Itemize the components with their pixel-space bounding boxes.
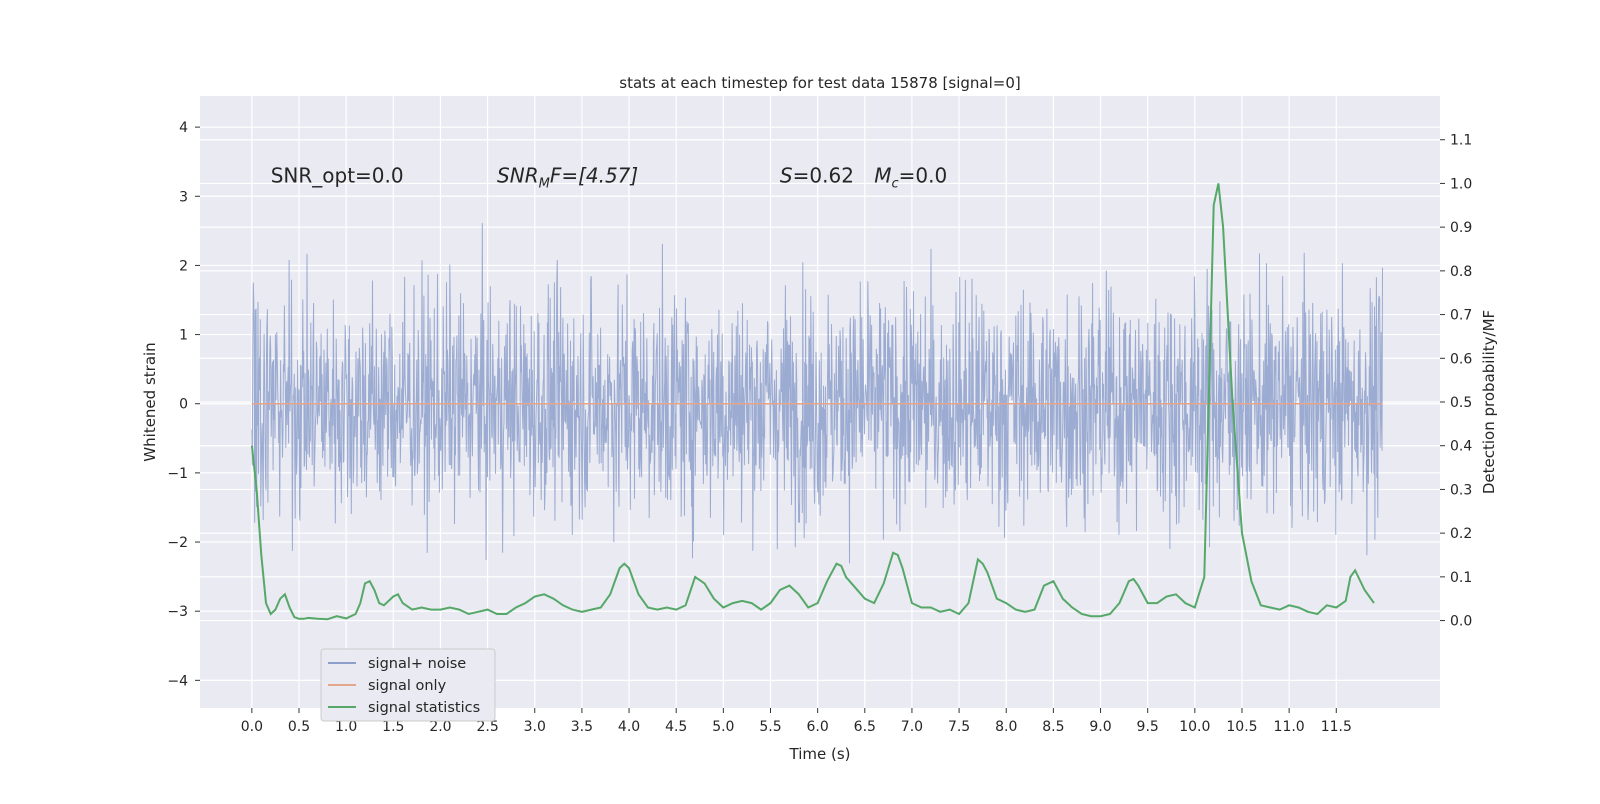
- x-tick-label: 7.5: [948, 719, 970, 735]
- legend-frame: [320, 648, 496, 722]
- left-y-axis-label: Whitened strain: [141, 342, 159, 461]
- right-y-tick-label: 0.6: [1450, 351, 1472, 367]
- right-y-tick-label: 0.4: [1450, 439, 1472, 455]
- x-tick-label: 0.0: [241, 719, 263, 735]
- x-tick-label: 6.0: [807, 719, 829, 735]
- x-tick-label: 7.0: [901, 719, 923, 735]
- legend: signal+ noise signal only signal statistic…: [320, 648, 496, 722]
- left-y-tick-label: −2: [167, 535, 188, 551]
- legend-label: signal only: [368, 678, 447, 694]
- right-y-tick-label: 1.1: [1450, 133, 1472, 149]
- right-y-tick-label: 0.0: [1450, 614, 1472, 630]
- right-y-tick-label: 0.2: [1450, 526, 1472, 542]
- x-tick-label: 10.0: [1179, 719, 1210, 735]
- left-y-tick-label: 3: [179, 189, 188, 205]
- x-tick-label: 11.0: [1274, 719, 1305, 735]
- left-y-tick-label: 0: [179, 397, 188, 413]
- x-tick-label: 0.5: [288, 719, 310, 735]
- x-axis-label: Time (s): [789, 745, 851, 763]
- annotation-text: S=0.62: [780, 163, 854, 187]
- left-y-tick-label: 2: [179, 258, 188, 274]
- left-y-tick-label: −1: [167, 466, 188, 482]
- x-tick-label: 1.5: [382, 719, 404, 735]
- annotations: SNR_opt=0.0 SNRMF=[4.57] S=0.62 Mc=0.0: [271, 163, 947, 191]
- x-tick-label: 2.0: [429, 719, 451, 735]
- x-tick-label: 2.5: [476, 719, 498, 735]
- right-y-tick-label: 0.1: [1450, 570, 1472, 586]
- annotation-text: SNRMF=[4.57]: [497, 163, 638, 191]
- legend-label: signal+ noise: [368, 656, 466, 672]
- noise-series: [251, 222, 1383, 564]
- x-tick-label: 3.0: [524, 719, 546, 735]
- left-y-tick-label: −4: [167, 673, 188, 689]
- right-y-axis-label: Detection probability/MF: [1480, 310, 1498, 494]
- x-tick-label: 1.0: [335, 719, 357, 735]
- left-y-tick-label: 1: [179, 328, 188, 344]
- x-tick-label: 9.5: [1137, 719, 1159, 735]
- x-tick-label: 5.0: [712, 719, 734, 735]
- left-y-tick-label: 4: [179, 120, 188, 136]
- x-tick-label: 4.0: [618, 719, 640, 735]
- x-tick-label: 5.5: [759, 719, 781, 735]
- right-y-tick-label: 0.5: [1450, 395, 1472, 411]
- x-tick-label: 10.5: [1226, 719, 1257, 735]
- right-y-tick-label: 1.0: [1450, 176, 1472, 192]
- x-tick-label: 8.0: [995, 719, 1017, 735]
- right-y-tick-label: 0.8: [1450, 264, 1472, 280]
- x-tick-label: 6.5: [854, 719, 876, 735]
- signal-plus-noise-line: [251, 222, 1383, 564]
- annotation-text: Mc=0.0: [874, 163, 947, 191]
- annotation-text: SNR_opt=0.0: [271, 163, 404, 187]
- left-y-axis-ticks: 4 3 2 1 0 −1 −2 −3 −4: [167, 120, 200, 689]
- signal-statistics-line: [250, 183, 1375, 621]
- x-tick-label: 8.5: [1042, 719, 1064, 735]
- right-y-tick-label: 0.7: [1450, 308, 1472, 324]
- chart-title: stats at each timestep for test data 158…: [619, 74, 1020, 92]
- right-y-axis-ticks: 1.1 1.0 0.9 0.8 0.7 0.6 0.5 0.4 0.3 0.2 0.1 0.0: [1440, 133, 1472, 630]
- right-y-tick-label: 0.9: [1450, 220, 1472, 236]
- x-tick-label: 9.0: [1089, 719, 1111, 735]
- x-tick-label: 11.5: [1321, 719, 1352, 735]
- signal-statistics-series: [250, 183, 1375, 621]
- x-tick-label: 3.5: [571, 719, 593, 735]
- right-y-tick-label: 0.3: [1450, 482, 1472, 498]
- legend-label: signal statistics: [368, 700, 480, 716]
- x-axis-ticks: 0.0 0.5 1.0 1.5 2.0 2.5 3.0 3.5 4.0 4.5 5.0 5.5 6.0 6…: [241, 708, 1352, 735]
- x-tick-label: 4.5: [665, 719, 687, 735]
- left-y-tick-label: −3: [167, 604, 188, 620]
